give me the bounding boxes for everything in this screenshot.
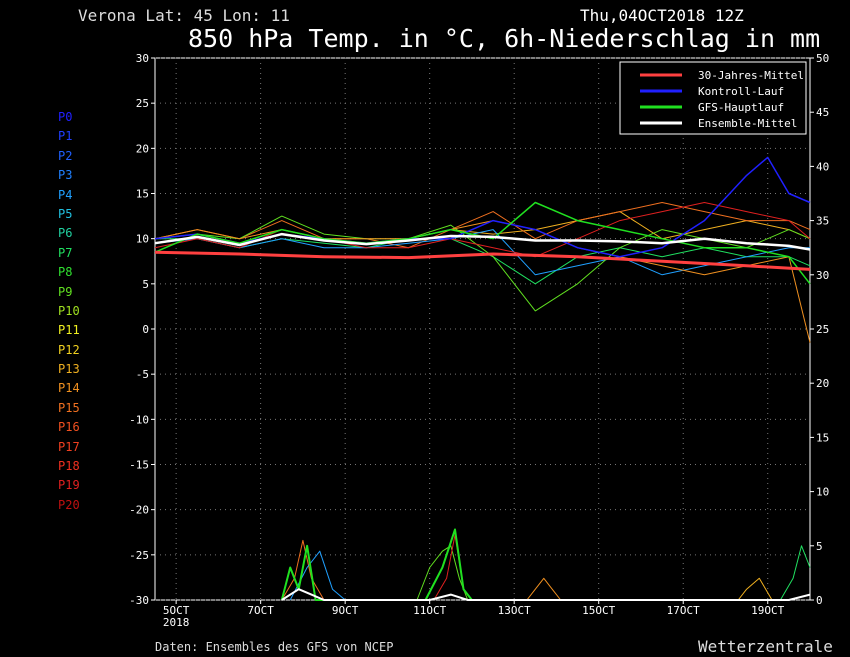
x-tick-label: 9OCT — [332, 604, 359, 617]
member-label: P7 — [58, 245, 73, 260]
y-left-tick-label: -5 — [136, 368, 149, 381]
y-right-tick-label: 30 — [816, 269, 829, 282]
y-left-tick-label: -30 — [129, 594, 149, 607]
member-label: P8 — [58, 265, 73, 280]
member-label: P3 — [58, 168, 73, 183]
y-left-tick-label: 25 — [136, 97, 149, 110]
member-label: P13 — [58, 362, 80, 377]
x-tick-label: 11OCT — [413, 604, 446, 617]
member-label: P14 — [58, 381, 80, 396]
member-list: P0 P1 P2 P3 P4 P5 P6 P7 P8 P9 P10 P11 P12 P13 P14 P15 P1… — [58, 108, 80, 515]
precip-member-line — [433, 534, 473, 601]
climate-mean-line — [154, 250, 811, 271]
ensemble-mean-line — [154, 232, 811, 251]
y-right-tick-label: 50 — [816, 52, 829, 65]
y-left-tick-label: 0 — [142, 323, 149, 336]
member-label: P4 — [58, 187, 73, 202]
x-tick-label: 7OCT — [247, 604, 274, 617]
member-label: P9 — [58, 284, 73, 299]
x-tick-label: 17OCT — [667, 604, 700, 617]
y-left-tick-label: -20 — [129, 504, 149, 517]
data-source: Daten: Ensembles des GFS von NCEP — [155, 640, 394, 654]
x-tick-label: 19OCT — [751, 604, 784, 617]
legend-label: 30-Jahres-Mittel — [698, 69, 804, 82]
member-label: P1 — [58, 129, 73, 144]
x-tick-sublabel: 2018 — [163, 616, 190, 629]
precip-gfs-line — [280, 528, 473, 601]
member-label: P0 — [58, 110, 73, 124]
y-left-tick-label: 30 — [136, 52, 149, 65]
precip-member-line — [416, 545, 469, 601]
member-label: P5 — [58, 206, 73, 221]
member-label: P19 — [58, 478, 80, 493]
member-label: P16 — [58, 420, 80, 435]
precip-mean-line — [281, 588, 811, 601]
y-left-tick-label: 5 — [142, 278, 149, 291]
x-tick-label: 5OCT — [163, 604, 190, 617]
plot-frame — [154, 57, 811, 601]
member-label: P20 — [58, 497, 80, 512]
x-tick-label: 15OCT — [582, 604, 615, 617]
legend-label: Kontroll-Lauf — [698, 85, 784, 98]
y-right-tick-label: 20 — [816, 377, 829, 390]
brand-label: Wetterzentrale — [698, 637, 833, 656]
member-label: P17 — [58, 439, 80, 454]
member-label: P2 — [58, 148, 73, 163]
member-label: P15 — [58, 400, 80, 415]
y-right-tick-label: 5 — [816, 540, 823, 553]
y-right-tick-label: 45 — [816, 106, 829, 119]
y-right-tick-label: 25 — [816, 323, 829, 336]
y-left-tick-label: -25 — [129, 549, 149, 562]
precip-member-line — [281, 539, 325, 601]
member-label: P18 — [58, 459, 80, 474]
precip-member-line — [737, 577, 773, 601]
member-label: P6 — [58, 226, 73, 241]
y-right-tick-label: 15 — [816, 431, 829, 444]
legend-label: Ensemble-Mittel — [698, 117, 797, 130]
member-label: P12 — [58, 342, 80, 357]
y-left-tick-label: 15 — [136, 188, 149, 201]
y-left-tick-label: 10 — [136, 233, 149, 246]
temp-member-line — [154, 215, 811, 312]
temp-member-line — [154, 229, 810, 276]
x-tick-label: 13OCT — [498, 604, 531, 617]
precip-member-line — [526, 577, 562, 601]
member-label: P11 — [58, 323, 80, 338]
y-right-tick-label: 40 — [816, 160, 829, 173]
y-left-tick-label: 20 — [136, 142, 149, 155]
temp-member-line — [154, 202, 811, 249]
y-left-tick-label: -15 — [129, 459, 149, 472]
y-right-tick-label: 10 — [816, 486, 829, 499]
precip-member-line — [779, 545, 811, 601]
member-label: P10 — [58, 303, 80, 318]
y-left-tick-label: -10 — [129, 413, 149, 426]
legend-label: GFS-Hauptlauf — [698, 101, 784, 114]
location-label: Verona Lat: 45 Lon: 11 — [78, 6, 290, 25]
y-right-tick-label: 0 — [816, 594, 823, 607]
run-date: Thu,04OCT2018 12Z — [580, 6, 744, 25]
y-right-tick-label: 35 — [816, 215, 829, 228]
gfs-main-line — [154, 201, 811, 285]
chart-title: 850 hPa Temp. in °C, 6h-Niederschlag in … — [188, 24, 821, 53]
